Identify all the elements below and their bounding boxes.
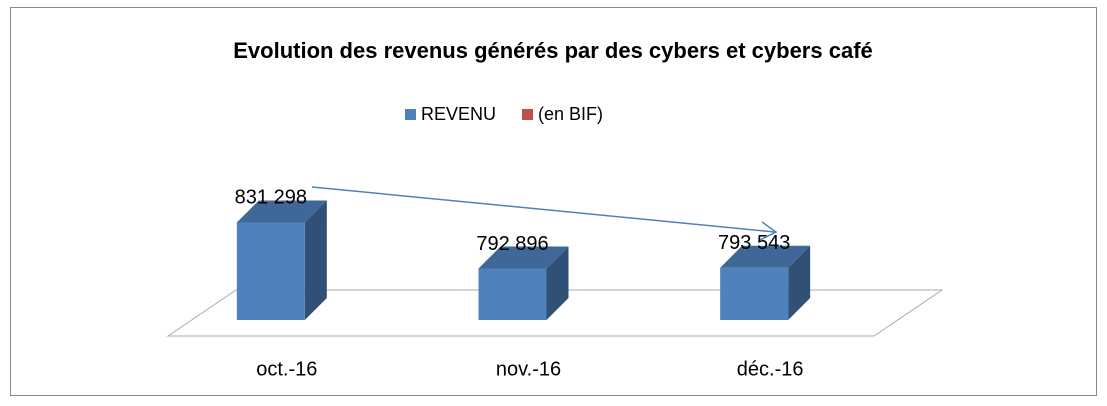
bar [720, 245, 811, 320]
data-label: 831 298 [235, 187, 307, 209]
legend-label: (en BIF) [538, 104, 603, 124]
legend-swatch [405, 109, 416, 120]
bar [478, 246, 569, 320]
trend-arrow [311, 186, 776, 233]
chart-frame [10, 7, 1097, 396]
legend-swatch [522, 109, 534, 120]
x-tick-label: déc.-16 [737, 358, 804, 380]
data-label: 792 896 [476, 233, 548, 255]
x-tick-label: oct.-16 [256, 358, 317, 380]
x-tick-label: nov.-16 [496, 358, 561, 380]
trend-arrow-head [759, 221, 778, 241]
bar [236, 200, 327, 320]
floor [166, 289, 944, 337]
legend-label: REVENU [421, 104, 496, 124]
data-label: 793 543 [718, 232, 790, 254]
chart-title: Evolution des revenus générés par des cy… [233, 38, 873, 63]
